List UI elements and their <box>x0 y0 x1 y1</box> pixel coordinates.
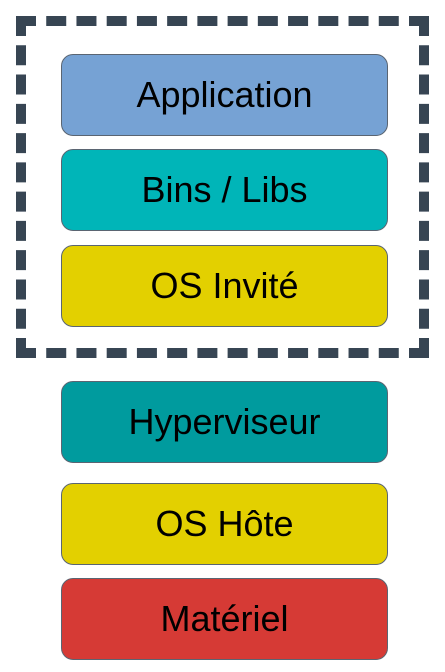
layer-hypervisor: Hyperviseur <box>61 381 388 463</box>
layer-application: Application <box>61 54 388 136</box>
layer-hardware: Matériel <box>61 578 388 660</box>
layer-label: Matériel <box>160 598 289 639</box>
layer-host-os: OS Hôte <box>61 483 388 565</box>
virtual-machine-boundary <box>16 16 429 358</box>
layer-label: Hyperviseur <box>128 401 321 442</box>
layer-label: OS Hôte <box>155 503 294 544</box>
layer-guest-os: OS Invité <box>61 245 388 327</box>
layer-label: OS Invité <box>150 265 299 306</box>
layer-label: Bins / Libs <box>141 169 308 210</box>
layer-bins-libs: Bins / Libs <box>61 149 388 231</box>
layer-label: Application <box>136 74 313 115</box>
